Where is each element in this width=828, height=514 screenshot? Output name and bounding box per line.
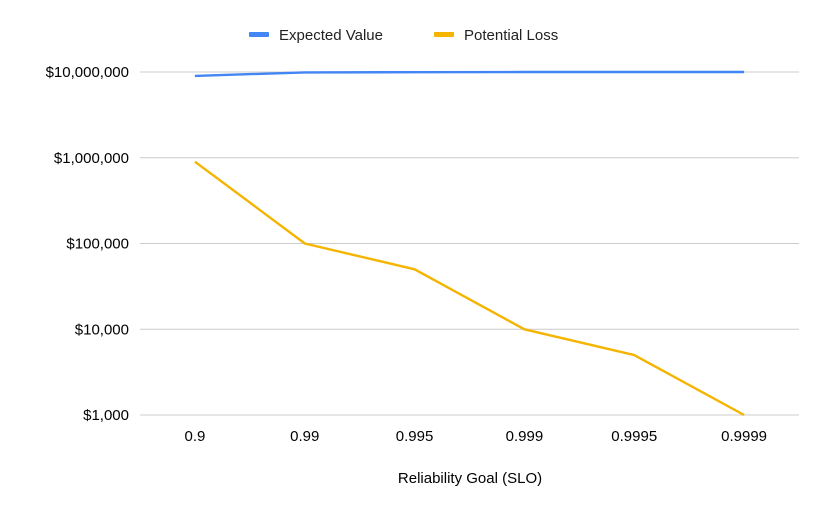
x-tick-label: 0.999 [506,428,544,445]
legend-label: Expected Value [279,27,383,44]
series-line-expected-value [194,70,745,78]
y-tick-label: $10,000,000 [46,64,129,81]
y-tick-label: $1,000 [83,407,129,424]
gridlines [140,71,799,416]
legend-label: Potential Loss [464,27,558,44]
series-lines [194,70,745,417]
x-tick-label: 0.9995 [611,428,657,445]
x-axis-title: Reliability Goal (SLO) [398,470,542,487]
x-axis-tick-labels: 0.9 0.99 0.995 0.999 0.9995 0.9999 [184,428,767,445]
x-tick-label: 0.995 [396,428,434,445]
y-tick-label: $1,000,000 [54,150,129,167]
x-tick-label: 0.99 [290,428,319,445]
legend: Expected Value Potential Loss [249,27,558,44]
x-tick-label: 0.9999 [721,428,767,445]
y-axis-tick-labels: $10,000,000 $1,000,000 $100,000 $10,000 $1,0… [46,64,129,424]
y-tick-label: $100,000 [66,236,129,253]
legend-swatch [249,32,269,37]
series-line-potential-loss [194,160,745,417]
legend-swatch [434,32,454,37]
x-tick-label: 0.9 [184,428,205,445]
y-tick-label: $10,000 [75,321,129,338]
